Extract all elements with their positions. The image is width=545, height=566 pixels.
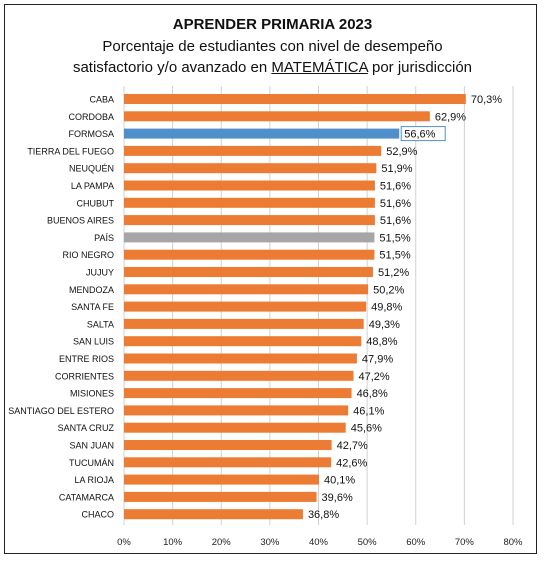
chart-title: APRENDER PRIMARIA 2023	[172, 16, 373, 33]
category-label: BUENOS AIRES	[47, 216, 114, 226]
value-label: 51,6%	[380, 181, 411, 193]
category-label: CHUBUT	[77, 198, 115, 208]
category-labels: CABA CORDOBA FORMOSA TIERRA DEL FUEGO NEUQUÉ…	[8, 95, 114, 520]
x-tick-label: 70%	[455, 537, 475, 548]
bar-formosa	[124, 128, 400, 139]
value-label: 70,3%	[471, 94, 502, 106]
bar-santiago-del-estero	[124, 405, 349, 416]
category-label: LA PAMPA	[71, 181, 114, 191]
category-label: PAÍS	[94, 233, 114, 243]
x-tick-label: 10%	[163, 537, 183, 548]
bar-la-rioja	[124, 474, 319, 485]
value-label: 51,2%	[378, 267, 409, 279]
category-label: TIERRA DEL FUEGO	[27, 146, 114, 156]
value-label: 51,6%	[380, 215, 411, 227]
bar-la-pampa	[124, 180, 375, 191]
value-label: 50,2%	[373, 284, 404, 296]
bar-salta	[124, 318, 364, 329]
value-label: 62,9%	[435, 111, 466, 123]
value-label: 47,9%	[362, 354, 393, 366]
category-label: MENDOZA	[69, 285, 114, 295]
bar-buenos-aires	[124, 215, 375, 226]
subtitle-prefix: satisfactorio y/o avanzado en	[72, 59, 272, 76]
value-label: 42,7%	[337, 440, 368, 452]
value-label: 49,8%	[371, 302, 402, 314]
category-label: CORRIENTES	[55, 371, 114, 381]
category-label: CABA	[89, 95, 114, 105]
bar-catamarca	[124, 491, 317, 502]
category-label: RIO NEGRO	[62, 250, 114, 260]
bar-corrientes	[124, 370, 354, 381]
x-axis-tick-labels: 0% 10% 20% 30% 40% 50% 60% 70% 80%	[117, 537, 523, 548]
chart-subtitle-line2: satisfactorio y/o avanzado en MATEMÁTICA…	[0, 59, 545, 76]
bar-jujuy	[124, 267, 373, 277]
value-label: 49,3%	[369, 319, 400, 331]
value-labels: 70,3% 62,9%56,6% 52,9% 51,9% 51,6% 51,6% 51,6%…	[308, 94, 502, 521]
bar-misiones	[124, 388, 352, 399]
bar-san-luis	[124, 336, 362, 347]
category-label: SAN JUAN	[69, 441, 114, 451]
x-tick-label: 0%	[117, 537, 131, 548]
x-tick-label: 60%	[406, 537, 426, 548]
value-label: 42,6%	[336, 457, 367, 469]
chart-subtitle-line1: Porcentaje de estudiantes con nivel de d…	[102, 38, 443, 55]
value-label: 39,6%	[322, 492, 353, 504]
bar-santa-fe	[124, 301, 367, 312]
bar-rio-negro	[124, 249, 375, 260]
category-label: MISIONES	[70, 389, 114, 399]
bars	[124, 94, 466, 520]
category-label: ENTRE RIOS	[59, 354, 114, 364]
bar-chubut	[124, 197, 375, 208]
category-label: SANTA CRUZ	[58, 423, 115, 433]
subtitle-suffix: por jurisdicción	[367, 59, 473, 76]
bar-neuquén	[124, 163, 377, 174]
highlight-value-box	[400, 126, 446, 142]
category-label: CHACO	[81, 510, 114, 520]
value-label: 36,8%	[308, 509, 339, 521]
bar-caba	[124, 94, 466, 104]
subject-name: MATEMÁTICA	[271, 59, 368, 76]
category-label: LA RIOJA	[74, 475, 114, 485]
value-label: 47,2%	[359, 371, 390, 383]
category-label: CORDOBA	[68, 112, 114, 122]
category-label: SAN LUIS	[73, 337, 114, 347]
bar-chaco	[124, 509, 303, 520]
value-label: 46,1%	[353, 405, 384, 417]
value-label: 48,8%	[366, 336, 397, 348]
value-label: 51,5%	[379, 232, 410, 244]
value-label: 40,1%	[324, 475, 355, 487]
bar-santa-cruz	[124, 422, 346, 433]
bar-cordoba	[124, 111, 430, 122]
category-label: FORMOSA	[68, 129, 114, 139]
bar-tucumán	[124, 457, 332, 468]
x-tick-label: 80%	[503, 537, 523, 548]
x-tick-label: 20%	[212, 537, 232, 548]
category-label: SANTA FE	[71, 302, 114, 312]
bar-tierra-del-fuego	[124, 145, 382, 156]
value-label: 51,5%	[379, 250, 410, 262]
category-label: TUCUMÁN	[69, 458, 114, 468]
bar-país	[124, 232, 375, 243]
value-label: 46,8%	[357, 388, 388, 400]
value-label: 45,6%	[351, 423, 382, 435]
x-tick-label: 50%	[358, 537, 378, 548]
bar-san-juan	[124, 440, 332, 450]
category-label: SANTIAGO DEL ESTERO	[8, 406, 114, 416]
x-tick-label: 30%	[260, 537, 280, 548]
category-label: SALTA	[87, 319, 114, 329]
x-tick-label: 40%	[309, 537, 329, 548]
value-label: 51,6%	[380, 198, 411, 210]
value-label: 52,9%	[386, 146, 417, 158]
value-label: 56,6%	[404, 129, 435, 141]
category-label: CATAMARCA	[59, 492, 114, 502]
bar-mendoza	[124, 284, 369, 295]
category-label: JUJUY	[86, 268, 114, 278]
category-label: NEUQUÉN	[69, 164, 114, 174]
value-label: 51,9%	[381, 163, 412, 175]
bar-entre-rios	[124, 353, 357, 364]
